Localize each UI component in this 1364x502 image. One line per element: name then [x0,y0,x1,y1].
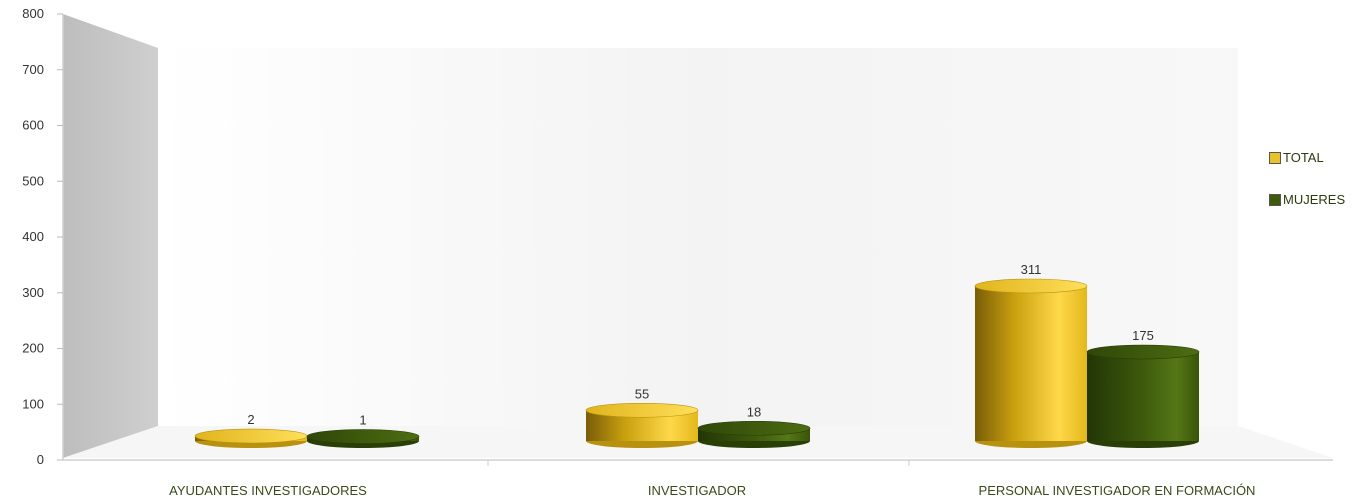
legend-label: TOTAL [1283,150,1324,165]
bar-total [194,428,308,448]
bar-mujeres [697,420,811,448]
y-tick-label: 500 [22,173,44,188]
bar-mujeres [1086,344,1200,448]
x-category-label: PERSONAL INVESTIGADOR EN FORMACIÓN [979,483,1256,498]
legend-swatch [1269,151,1281,164]
legend-item-mujeres: MUJERES [1269,192,1345,207]
data-label: 175 [1132,328,1154,343]
y-tick-label: 200 [22,341,44,356]
legend-swatch [1269,193,1281,206]
chart-side-wall [63,14,158,458]
y-tick-label: 0 [37,452,44,467]
legend-item-total: TOTAL [1269,150,1324,165]
y-axis-ticks: 0 100 200 300 400 500 600 700 800 [22,6,63,467]
legend-label: MUJERES [1283,192,1346,207]
bar-mujeres [306,429,420,448]
data-labels: 2 55 311 1 18 175 [247,262,1153,428]
bars [194,278,1200,448]
data-label: 311 [1021,262,1042,277]
data-label: 18 [747,404,761,419]
data-label: 1 [359,413,366,428]
chart-back-wall [158,48,1238,426]
y-tick-label: 800 [22,6,44,21]
y-tick-label: 400 [22,229,44,244]
bar-total [974,278,1088,448]
x-category-label: AYUDANTES INVESTIGADORES [169,483,367,498]
data-label: 2 [247,412,254,427]
y-tick-label: 100 [22,396,44,411]
y-tick-label: 300 [22,285,44,300]
data-label: 55 [635,386,649,401]
x-axis-categories: AYUDANTES INVESTIGADORES INVESTIGADOR PERS… [169,460,1255,498]
y-tick-label: 600 [22,118,44,133]
x-category-label: INVESTIGADOR [648,483,746,498]
y-tick-label: 700 [22,62,44,77]
bar-total [585,402,699,448]
